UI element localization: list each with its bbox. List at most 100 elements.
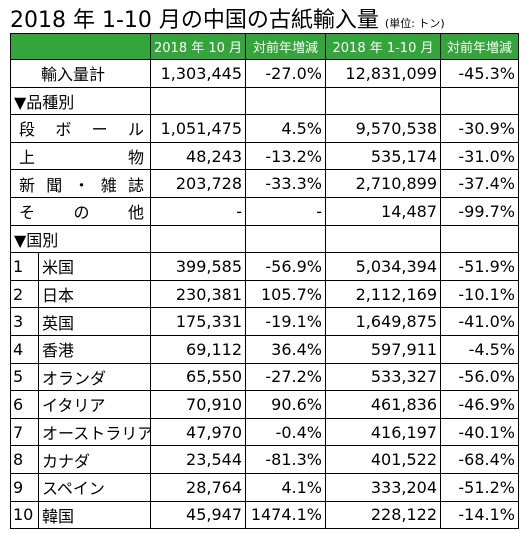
- rank-cell: 6: [10, 390, 39, 419]
- value-cell: -33.3%: [245, 169, 326, 198]
- table-row: 6 イタリア 70,910 90.6% 461,836 -46.9%: [10, 390, 519, 419]
- value-cell: -68.4%: [440, 445, 519, 474]
- value-cell: 1474.1%: [245, 500, 326, 530]
- value-cell: -41.0%: [440, 307, 519, 336]
- rank-cell: 2: [10, 279, 39, 309]
- value-cell: 1,649,875: [325, 307, 441, 336]
- value-cell: -14.1%: [440, 500, 519, 530]
- section-label: ▼国別: [10, 224, 151, 254]
- table-row: 8 カナダ 23,544 -81.3% 401,522 -68.4%: [10, 445, 519, 474]
- row-label: 日本: [38, 279, 151, 309]
- table-row: 3 英国 175,331 -19.1% 1,649,875 -41.0%: [10, 307, 519, 336]
- empty-cell: [325, 86, 441, 116]
- value-cell: -56.0%: [440, 362, 519, 392]
- value-cell: -31.0%: [440, 141, 519, 171]
- table-row: 5 オランダ 65,550 -27.2% 533,327 -56.0%: [10, 362, 519, 392]
- value-cell: -30.9%: [440, 114, 519, 143]
- title: 2018 年 1-10 月の中国の古紙輸入量: [10, 8, 379, 33]
- empty-cell: [245, 224, 326, 254]
- table-row: 4 香港 69,112 36.4% 597,911 -4.5%: [10, 334, 519, 364]
- value-cell: -51.9%: [440, 252, 519, 281]
- table-row: 2018 年 10 月対前年増減 2018 年 1-10 月対前年増減: [10, 33, 519, 60]
- table-row: 上 物 48,243 -13.2% 535,174 -31.0%: [10, 141, 519, 171]
- value-cell: 14,487: [325, 196, 441, 226]
- value-cell: 461,836: [325, 390, 441, 419]
- value-cell: -27.0%: [245, 59, 326, 88]
- value-cell: 416,197: [325, 417, 441, 447]
- value-cell: 47,970: [150, 417, 246, 447]
- row-label: オーストラリア: [38, 417, 151, 447]
- value-cell: 9,570,538: [325, 114, 441, 143]
- unit: (単位: トン): [384, 17, 445, 30]
- row-label: イタリア: [38, 390, 151, 419]
- value-cell: -40.1%: [440, 417, 519, 447]
- title-block: 2018 年 1-10 月の中国の古紙輸入量 (単位: トン): [10, 2, 445, 34]
- column-header: 2018 年 1-10 月: [325, 33, 441, 60]
- value-cell: 1,051,475: [150, 114, 246, 143]
- value-cell: -13.2%: [245, 141, 326, 171]
- value-cell: 28,764: [150, 472, 246, 502]
- row-label: オランダ: [38, 362, 151, 392]
- value-cell: -46.9%: [440, 390, 519, 419]
- value-cell: 69,112: [150, 334, 246, 364]
- row-label: そ の 他: [10, 196, 151, 226]
- value-cell: -4.5%: [440, 334, 519, 364]
- value-cell: 2,710,899: [325, 169, 441, 198]
- value-cell: -27.2%: [245, 362, 326, 392]
- value-cell: 2,112,169: [325, 279, 441, 309]
- value-cell: 230,381: [150, 279, 246, 309]
- value-cell: 12,831,099: [325, 59, 441, 88]
- value-cell: 533,327: [325, 362, 441, 392]
- value-cell: 1,303,445: [150, 59, 246, 88]
- value-cell: 535,174: [325, 141, 441, 171]
- table-row: 新 聞 ・ 雑 誌 203,728 -33.3% 2,710,899 -37.4%: [10, 169, 519, 198]
- value-cell: 333,204: [325, 472, 441, 502]
- table-row: 2 日本 230,381 105.7% 2,112,169 -10.1%: [10, 279, 519, 309]
- table-row: 輸入量計 1,303,445 -27.0% 12,831,099 -45.3%: [10, 59, 519, 88]
- value-cell: 228,122: [325, 500, 441, 530]
- value-cell: 90.6%: [245, 390, 326, 419]
- value-cell: 175,331: [150, 307, 246, 336]
- value-cell: 105.7%: [245, 279, 326, 309]
- value-cell: 399,585: [150, 252, 246, 281]
- rank-cell: 1: [10, 252, 39, 281]
- value-cell: -56.9%: [245, 252, 326, 281]
- value-cell: -51.2%: [440, 472, 519, 502]
- row-label: 英国: [38, 307, 151, 336]
- column-header: 対前年増減: [245, 33, 326, 60]
- row-label: 韓国: [38, 500, 151, 530]
- value-cell: 36.4%: [245, 334, 326, 364]
- row-label: 上 物: [10, 141, 151, 171]
- empty-cell: [325, 224, 441, 254]
- value-cell: -10.1%: [440, 279, 519, 309]
- value-cell: -0.4%: [245, 417, 326, 447]
- value-cell: 48,243: [150, 141, 246, 171]
- value-cell: -: [150, 196, 246, 226]
- empty-cell: [245, 86, 326, 116]
- value-cell: -45.3%: [440, 59, 519, 88]
- table-row: ▼品種別: [10, 86, 519, 116]
- empty-cell: [440, 224, 519, 254]
- import-table: 2018 年 10 月対前年増減 2018 年 1-10 月対前年増減 輸入量計 1,…: [10, 33, 519, 530]
- value-cell: 45,947: [150, 500, 246, 530]
- row-label: カナダ: [38, 445, 151, 474]
- column-header: 対前年増減: [440, 33, 519, 60]
- value-cell: 597,911: [325, 334, 441, 364]
- value-cell: 70,910: [150, 390, 246, 419]
- value-cell: 4.5%: [245, 114, 326, 143]
- row-label: 米国: [38, 252, 151, 281]
- value-cell: -19.1%: [245, 307, 326, 336]
- table-row: 7 オーストラリア 47,970 -0.4% 416,197 -40.1%: [10, 417, 519, 447]
- row-label: スペイン: [38, 472, 151, 502]
- rank-cell: 10: [10, 500, 39, 530]
- table-row: そ の 他 - -14,487 -99.7%: [10, 196, 519, 226]
- rank-cell: 4: [10, 334, 39, 364]
- rank-cell: 8: [10, 445, 39, 474]
- row-label: 香港: [38, 334, 151, 364]
- section-label: ▼品種別: [10, 86, 151, 116]
- value-cell: 65,550: [150, 362, 246, 392]
- row-label: 輸入量計: [10, 59, 151, 88]
- rank-cell: 9: [10, 472, 39, 502]
- table-row: 10 韓国 45,947 1474.1% 228,122 -14.1%: [10, 500, 519, 530]
